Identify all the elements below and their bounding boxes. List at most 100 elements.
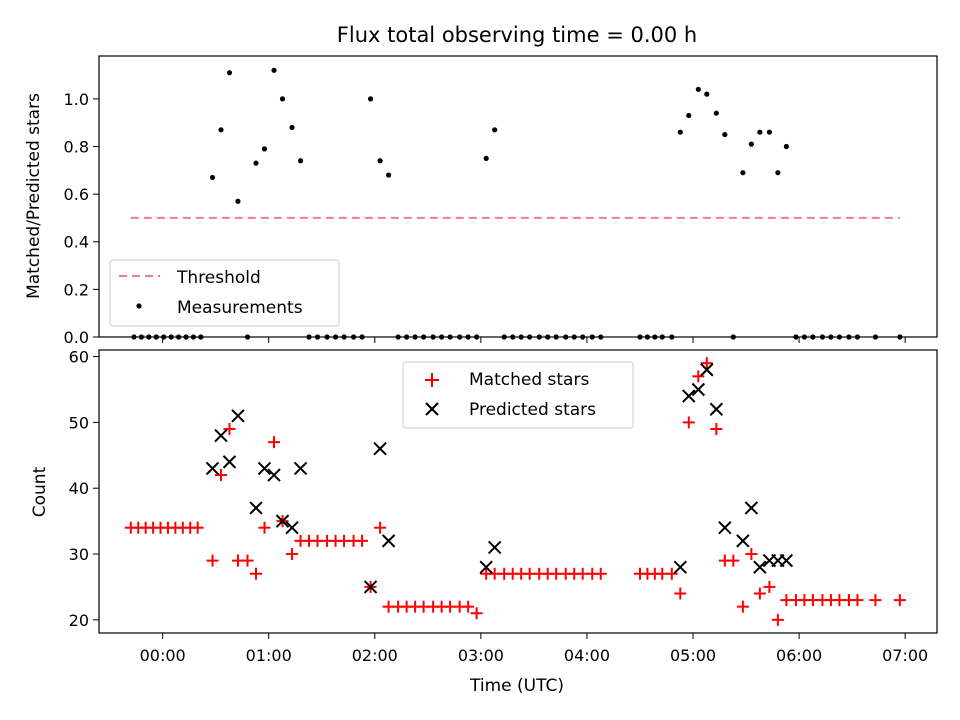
- matched-star-point: [356, 534, 369, 547]
- measurement-point: [686, 112, 692, 119]
- ratio-y-tick-label: 0.8: [64, 137, 89, 156]
- matched-star-point: [753, 587, 766, 600]
- legend-matched-marker: [425, 373, 439, 387]
- matched-star-point: [665, 567, 678, 580]
- count-legend-box: [402, 361, 634, 429]
- ratio-panel: 0.0 0.2 0.4 0.6 0.8 1.0 Matched/Predicted sta…: [24, 55, 938, 347]
- predicted-star-point: [267, 468, 281, 482]
- measurement-point: [740, 170, 746, 176]
- matched-star-point: [736, 600, 749, 613]
- x-tick-label: 00:00: [140, 646, 186, 665]
- count-y-tick-label: 50: [69, 413, 89, 432]
- legend-threshold-label: Threshold: [176, 268, 261, 288]
- measurement-point: [226, 70, 233, 76]
- measurement-point: [297, 158, 304, 164]
- count-axes: 20 30 40 50 60 00:00 01:00 02:00 03:00 04:00 05:00…: [69, 348, 929, 665]
- predicted-star-point: [479, 560, 493, 574]
- ratio-y-tick-label: 0.6: [64, 185, 89, 204]
- x-tick-label: 01:00: [246, 646, 292, 665]
- matched-star-point: [700, 357, 713, 370]
- measurement-point: [783, 143, 789, 150]
- measurement-point: [704, 91, 710, 97]
- predicted-star-point: [285, 520, 299, 535]
- measurement-point: [377, 158, 383, 164]
- matched-star-point: [223, 422, 236, 435]
- predicted-star-point: [673, 560, 688, 574]
- measurement-point: [695, 86, 701, 92]
- matched-star-point: [286, 548, 299, 561]
- measurement-point: [289, 124, 295, 131]
- matched-star-point: [241, 554, 254, 567]
- predicted-star-point: [744, 501, 759, 515]
- predicted-star-point: [709, 402, 724, 416]
- count-y-tick-label: 40: [69, 479, 89, 498]
- legend-predicted-marker: [425, 402, 439, 416]
- matched-star-point: [374, 521, 387, 534]
- measurement-point: [235, 198, 241, 204]
- ratio-legend-box: [109, 259, 340, 327]
- count-y-axis-label: Count: [30, 466, 50, 517]
- legend-measurements-label: Measurements: [177, 298, 303, 318]
- measurement-point: [766, 129, 773, 135]
- predicted-star-point: [363, 580, 378, 594]
- predicted-star-point: [205, 461, 220, 476]
- predicted-star-point: [231, 409, 245, 423]
- matched-star-point: [727, 554, 740, 567]
- x-tick-label: 02:00: [352, 646, 398, 665]
- predicted-star-point: [293, 461, 308, 476]
- matched-star-point: [710, 422, 723, 435]
- predicted-star-point: [779, 553, 794, 568]
- predicted-star-point: [718, 520, 732, 535]
- predicted-star-point: [257, 461, 272, 476]
- measurement-point: [209, 174, 216, 181]
- measurement-point: [385, 172, 392, 178]
- matched-star-point: [674, 587, 687, 600]
- count-y-tick-label: 20: [69, 611, 89, 630]
- x-axis-label: Time (UTC): [469, 676, 564, 696]
- count-panel: 20 30 40 50 60 00:00 01:00 02:00 03:00 04:00 05:00…: [30, 348, 938, 696]
- matched-star-point: [771, 613, 784, 626]
- matched-star-point: [692, 370, 705, 383]
- matched-star-point: [851, 594, 864, 607]
- matched-star-point: [682, 416, 695, 429]
- legend-matched-label: Matched stars: [469, 370, 589, 390]
- count-plot-marks: [124, 357, 906, 626]
- figure-title: Flux total observing time = 0.00 h: [337, 23, 697, 47]
- measurement-point: [722, 131, 728, 138]
- measurement-point: [271, 67, 277, 73]
- predicted-star-point: [381, 534, 396, 548]
- matched-star-point: [745, 548, 758, 561]
- measurement-point: [775, 170, 781, 176]
- matched-star-point: [214, 469, 227, 482]
- ratio-y-tick-label: 0.0: [64, 328, 89, 347]
- ratio-axes-frame: [98, 55, 938, 338]
- count-y-tick-label: 30: [69, 545, 89, 564]
- predicted-star-point: [275, 514, 290, 528]
- x-tick-label: 05:00: [670, 646, 716, 665]
- ratio-legend: Threshold Measurements: [109, 259, 340, 327]
- predicted-star-point: [373, 442, 387, 456]
- predicted-star-point: [214, 428, 228, 443]
- measurement-point: [483, 155, 489, 161]
- measurement-point: [677, 129, 683, 135]
- matched-star-point: [191, 521, 204, 534]
- matched-star-point: [470, 607, 483, 620]
- matched-star-point: [594, 567, 607, 580]
- count-legend: Matched stars Predicted stars: [402, 361, 634, 429]
- count-y-tick-label: 60: [69, 348, 89, 367]
- measurement-point: [748, 141, 754, 147]
- matched-star-point: [258, 521, 271, 534]
- predicted-star-point: [682, 389, 696, 403]
- measurement-point: [253, 160, 259, 166]
- measurement-point: [492, 127, 498, 133]
- x-tick-label: 04:00: [564, 646, 610, 665]
- legend-measurements-marker: [136, 303, 142, 309]
- predicted-star-point: [249, 501, 263, 515]
- predicted-star-point: [222, 455, 237, 469]
- ratio-y-axis-label: Matched/Predicted stars: [24, 93, 44, 299]
- predicted-star-point: [700, 363, 714, 377]
- predicted-star-point: [691, 382, 706, 397]
- ratio-y-axis: 0.0 0.2 0.4 0.6 0.8 1.0: [64, 90, 906, 347]
- measurement-point: [261, 146, 268, 152]
- ratio-y-tick-label: 1.0: [64, 90, 89, 109]
